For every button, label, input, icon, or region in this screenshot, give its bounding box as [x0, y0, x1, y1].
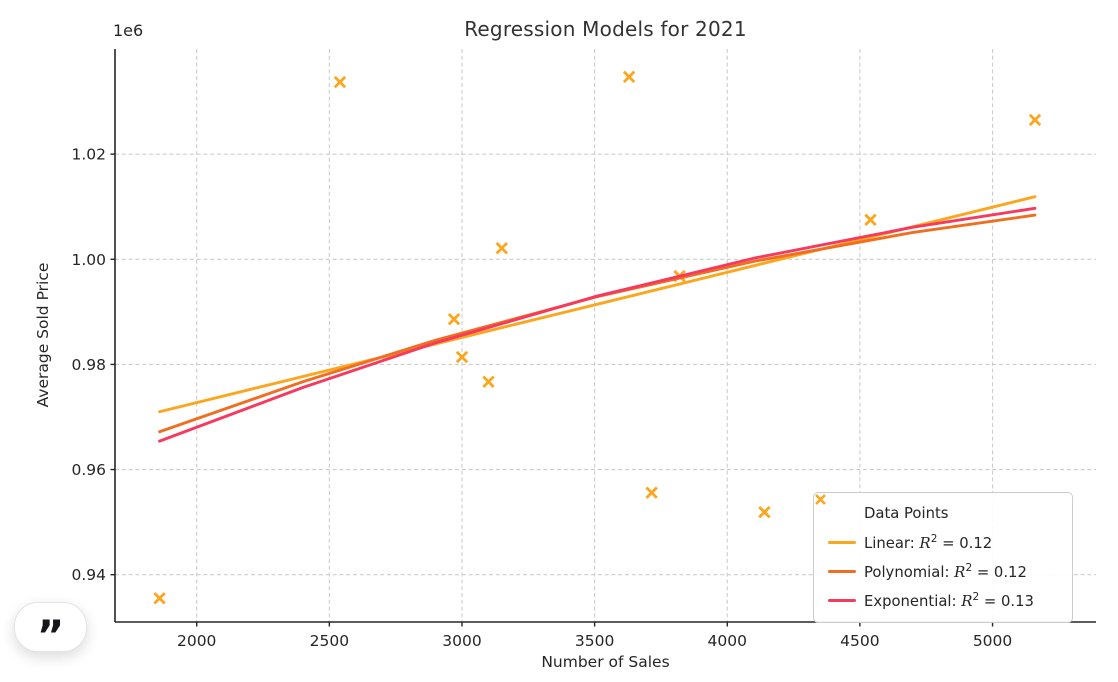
- x-tick-label: 2500: [310, 632, 349, 650]
- x-tick-label: 2000: [177, 632, 216, 650]
- y-tick-label: 0.96: [71, 461, 106, 479]
- scatter-point: [153, 592, 166, 605]
- scatter-point: [1028, 113, 1042, 127]
- scatter-point: [622, 70, 636, 84]
- legend-marker: [820, 598, 864, 603]
- legend-label: Polynomial: R2 = 0.12: [864, 562, 1027, 581]
- x-tick-label: 3500: [575, 632, 614, 650]
- legend-item-linear: Linear: R2 = 0.12: [820, 528, 1062, 557]
- y-axis-offset-label: 1e6: [113, 21, 144, 40]
- legend-item-data-points: Data Points: [815, 494, 1062, 528]
- scatter-point: [333, 75, 347, 89]
- legend-marker: [820, 569, 864, 574]
- x-axis-label: Number of Sales: [541, 653, 670, 671]
- line-sample-icon: [828, 540, 856, 545]
- legend-label: Linear: R2 = 0.12: [864, 533, 993, 552]
- y-tick-label: 0.94: [71, 566, 106, 584]
- x-tick-label: 4500: [840, 632, 879, 650]
- regression-line-exponential: [158, 206, 1037, 443]
- legend: Data Points Linear: R2 = 0.12 Polynomial: …: [813, 492, 1073, 623]
- line-sample-icon: [828, 569, 856, 574]
- x-tick-label: 4000: [708, 632, 747, 650]
- y-tick-label: 0.98: [71, 356, 106, 374]
- legend-item-polynomial: Polynomial: R2 = 0.12: [820, 557, 1062, 586]
- y-tick-label: 1.02: [71, 146, 106, 164]
- legend-label: Exponential: R2 = 0.13: [864, 591, 1034, 610]
- quote-badge-button[interactable]: ”: [14, 602, 87, 657]
- y-axis-label: Average Sold Price: [34, 262, 52, 408]
- scatter-point: [645, 486, 658, 499]
- regression-line-polynomial: [158, 213, 1037, 434]
- x-marker-icon: [815, 494, 826, 505]
- scatter-points: [153, 70, 1042, 605]
- scatter-point: [482, 375, 495, 388]
- scatter-point: [447, 313, 461, 326]
- legend-item-exponential: Exponential: R2 = 0.13: [820, 586, 1062, 615]
- scatter-point: [495, 242, 508, 255]
- x-tick-label: 5000: [973, 632, 1012, 650]
- gridlines: [115, 49, 1096, 622]
- legend-marker: [820, 540, 864, 545]
- y-tick-label: 1.00: [71, 251, 106, 269]
- legend-label: Data Points: [864, 505, 949, 522]
- line-sample-icon: [828, 598, 856, 603]
- scatter-point: [864, 213, 877, 227]
- tick-labels: 2000 2500 3000 3500 4000 4500 5000 0.94 0.96 0.98…: [71, 146, 1012, 650]
- scatter-point: [455, 350, 469, 364]
- chart-title: Regression Models for 2021: [464, 17, 747, 41]
- x-tick-label: 3000: [442, 632, 481, 650]
- scatter-point: [758, 505, 771, 519]
